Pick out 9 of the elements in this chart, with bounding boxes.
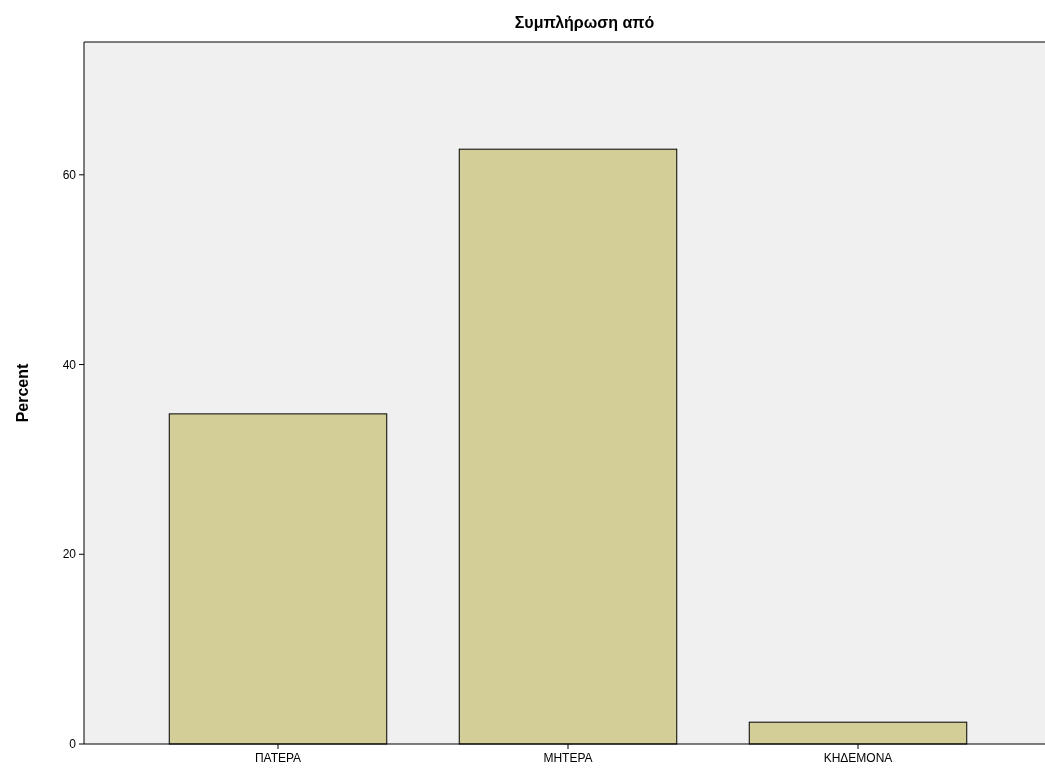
y-tick-label: 0 bbox=[69, 737, 77, 752]
x-tick-label: ΜΗΤΕΡΑ bbox=[543, 751, 593, 765]
y-tick-label: 20 bbox=[62, 547, 77, 562]
x-tick-label: ΠΑΤΕΡΑ bbox=[254, 751, 302, 765]
y-tick-label: 40 bbox=[62, 357, 77, 372]
y-axis-title: Percent bbox=[14, 362, 31, 423]
x-tick-label: ΚΗΔΕΜΟΝΑ bbox=[823, 751, 893, 765]
y-tick-label: 60 bbox=[62, 168, 77, 183]
chart-title: Συμπλήρωση από bbox=[514, 14, 655, 31]
